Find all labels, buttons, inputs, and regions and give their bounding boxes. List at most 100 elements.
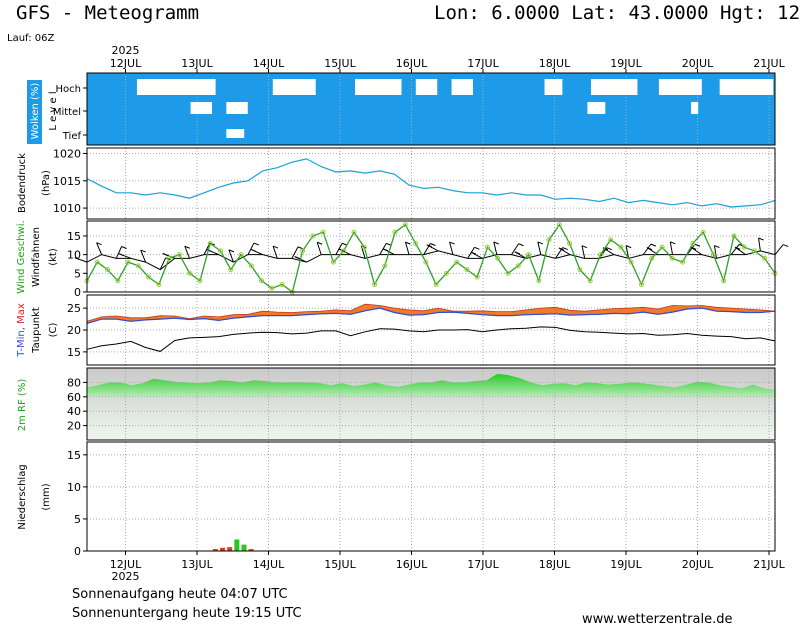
wind-barb-flag xyxy=(650,243,657,247)
wind-barb-flag xyxy=(272,245,279,249)
precip-axis-tick-label: 0 xyxy=(74,545,81,558)
mid-cloud-gap xyxy=(587,102,606,114)
wind-barb-flag xyxy=(734,246,741,250)
temperature-panel: 15 20 25 T-Min, Max Taupunkt (C) xyxy=(16,294,776,366)
wind-barb-flag xyxy=(625,245,632,249)
top-day-label: 21JUL xyxy=(753,57,785,70)
wind-speed-point xyxy=(567,240,573,246)
wind-speed-point xyxy=(105,267,111,273)
wind-barb xyxy=(537,241,542,255)
pressure-axis-tick-label: 1015 xyxy=(53,175,81,188)
temperature-ylabel: T-Min, Max xyxy=(16,303,27,358)
wind-barb xyxy=(140,249,147,263)
bottom-day-label: 14JUL xyxy=(253,558,285,571)
wind-speed-point xyxy=(197,278,203,284)
wind-speed-line xyxy=(86,223,776,294)
wind-speed-point xyxy=(310,233,316,239)
wind-barb xyxy=(625,245,630,259)
wind-barb-flag xyxy=(493,241,499,245)
wind-speed-point xyxy=(341,248,347,254)
wind-barb xyxy=(96,242,103,255)
wind-frame xyxy=(86,220,776,293)
wind-speed-point xyxy=(125,259,131,265)
pressure-ylabel: Bodendruck xyxy=(17,153,28,213)
high-cloud-gap xyxy=(272,79,316,95)
top-day-label: 15JUL xyxy=(324,57,356,70)
pressure-unit: (hPa) xyxy=(41,170,52,196)
high-cloud-gap xyxy=(451,79,473,95)
wind-speed-point xyxy=(238,252,244,258)
wind-speed-point xyxy=(505,270,511,276)
mid-cloud-gap xyxy=(691,102,699,114)
cloud-level-label: Mittel xyxy=(53,107,81,118)
humidity-bg xyxy=(87,368,775,440)
wind-speed-point xyxy=(721,278,727,284)
high-cloud-gap xyxy=(415,79,438,95)
cloud-level-label: Tief xyxy=(62,131,82,142)
humidity-area xyxy=(87,373,775,397)
wind-ylabel2: Windfahnen xyxy=(31,227,42,287)
temperature-axis-tick-label: 15 xyxy=(67,346,81,359)
wind-barb-flag xyxy=(602,247,609,251)
wind-speed-point xyxy=(433,282,439,288)
wind-speed-point xyxy=(700,229,706,235)
wind-speed-point xyxy=(248,263,254,269)
chart-title: GFS - Meteogramm xyxy=(16,2,199,24)
top-day-label: 12JUL xyxy=(110,57,142,70)
cloud-level-label: Hoch xyxy=(56,84,81,95)
cloud-ylabel: Wolken (%) xyxy=(30,83,41,140)
wind-speed-point xyxy=(464,267,470,273)
precip-unit: (mm) xyxy=(41,483,52,510)
website-link[interactable]: www.wetterzentrale.de xyxy=(582,612,732,625)
tmin-line xyxy=(86,307,776,324)
wind-barb-flag xyxy=(405,241,411,245)
bottom-day-label: 12JUL xyxy=(110,558,142,571)
wind-speed-point xyxy=(146,274,152,280)
wind-barb xyxy=(449,241,454,255)
pressure-frame xyxy=(86,147,776,220)
wind-barb-flag xyxy=(250,248,256,252)
wind-barb-flag xyxy=(690,246,697,250)
wind-speed-point xyxy=(639,282,645,288)
high-cloud-gap xyxy=(355,79,402,95)
wind-barb xyxy=(228,249,234,263)
humidity-ylabel: 2m RF (%) xyxy=(17,379,28,432)
wind-barb xyxy=(159,257,167,270)
wind-barb-flag xyxy=(386,242,392,246)
top-day-label: 13JUL xyxy=(181,57,213,70)
bottom-day-label: 13JUL xyxy=(181,558,213,571)
wind-barb-flag xyxy=(474,246,480,250)
humidity-frame xyxy=(86,367,776,441)
high-cloud-gap xyxy=(590,79,638,95)
wind-barb-flag xyxy=(426,244,433,248)
tmin-label: T-Min, xyxy=(16,327,27,358)
wind-speed-point xyxy=(597,252,603,258)
wind-barb xyxy=(493,241,498,255)
wind-speed-point xyxy=(680,259,686,265)
wind-barb-flag xyxy=(121,246,127,249)
high-cloud-gap xyxy=(719,79,774,95)
wind-speed-point xyxy=(166,255,172,261)
humidity-axis-tick-label: 60 xyxy=(67,391,81,404)
wind-axis-tick-label: 5 xyxy=(74,267,81,280)
wind-barb-flag xyxy=(162,253,168,256)
wind-barb-flag xyxy=(74,257,80,261)
wind-speed-point xyxy=(217,248,223,254)
precip-bar xyxy=(212,549,218,551)
bottom-day-label: 20JUL xyxy=(682,558,714,571)
wind-ylabel: Wind Geschwi. xyxy=(16,220,27,293)
precip-frame xyxy=(86,441,776,552)
wind-speed-point xyxy=(392,229,398,235)
bottom-day-label: 16JUL xyxy=(396,558,428,571)
low-cloud-gap xyxy=(226,129,245,138)
wind-speed-point xyxy=(94,259,100,265)
wind-barb xyxy=(642,243,652,255)
bottom-day-label: 18JUL xyxy=(539,558,571,571)
wind-barb-flag xyxy=(514,251,521,255)
wind-speed-point xyxy=(330,259,336,265)
cloud-ylabel-bg xyxy=(27,80,42,144)
wind-barb-flag xyxy=(782,244,789,247)
sunset-text: Sonnenuntergang heute 19:15 UTC xyxy=(72,606,302,621)
